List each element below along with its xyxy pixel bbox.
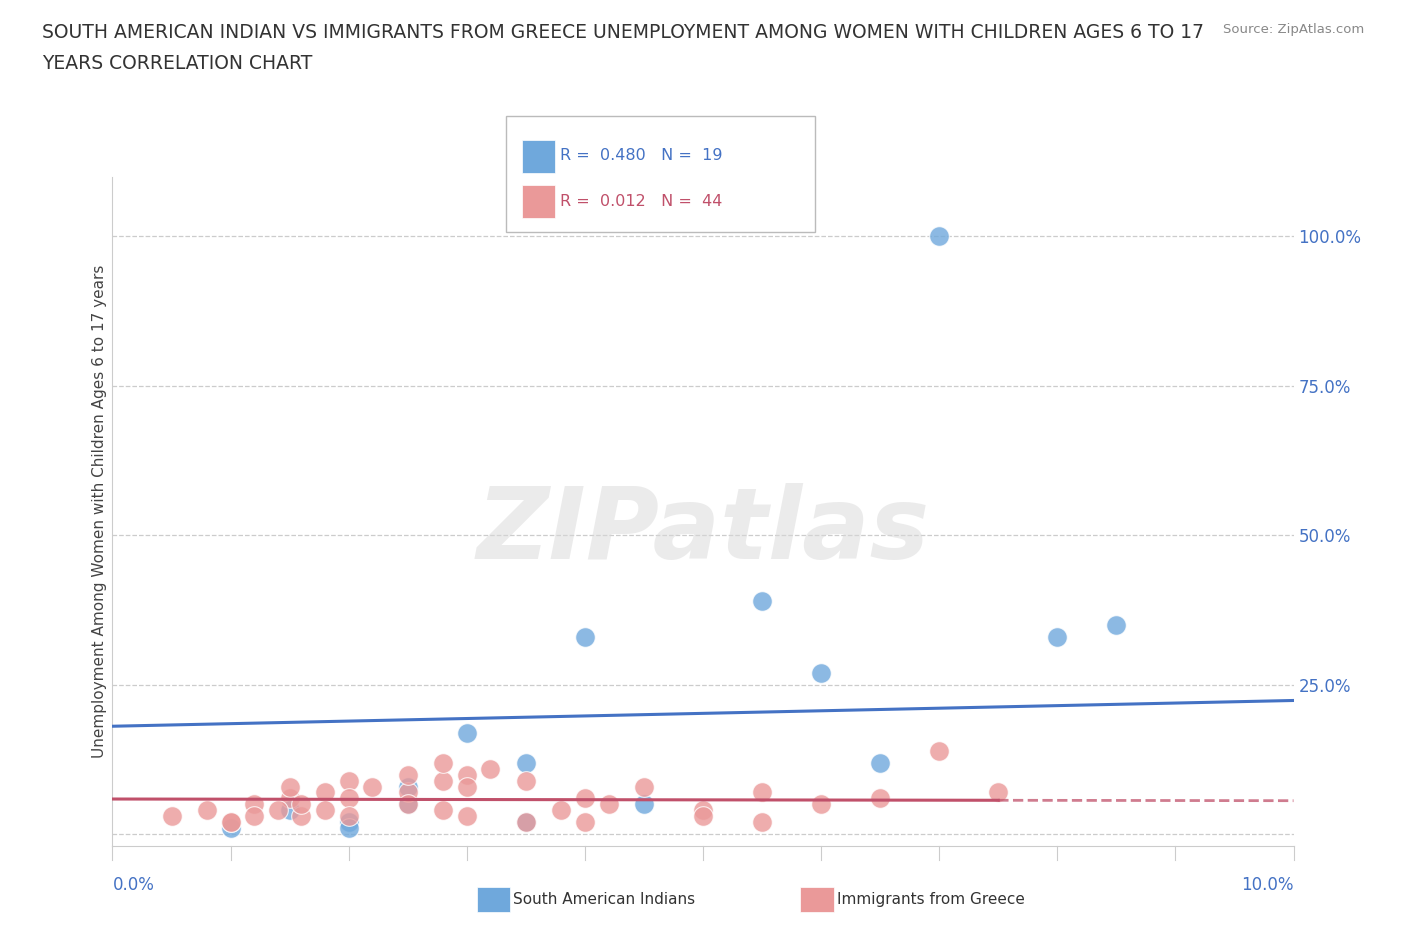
Text: 10.0%: 10.0% <box>1241 876 1294 895</box>
Point <box>574 815 596 830</box>
Point <box>290 797 312 812</box>
Point <box>361 779 384 794</box>
Point <box>337 815 360 830</box>
Point <box>195 803 218 817</box>
Point <box>337 773 360 788</box>
Point <box>479 761 502 776</box>
Point <box>396 785 419 800</box>
Point <box>928 743 950 758</box>
Point <box>456 725 478 740</box>
Point <box>432 803 454 817</box>
Point <box>337 809 360 824</box>
Point <box>550 803 572 817</box>
Point <box>396 767 419 782</box>
Point <box>515 815 537 830</box>
Point <box>751 785 773 800</box>
Point <box>633 779 655 794</box>
Text: SOUTH AMERICAN INDIAN VS IMMIGRANTS FROM GREECE UNEMPLOYMENT AMONG WOMEN WITH CH: SOUTH AMERICAN INDIAN VS IMMIGRANTS FROM… <box>42 23 1204 42</box>
Point <box>751 815 773 830</box>
Text: R =  0.480   N =  19: R = 0.480 N = 19 <box>560 148 723 163</box>
Text: YEARS CORRELATION CHART: YEARS CORRELATION CHART <box>42 54 312 73</box>
Point <box>219 815 242 830</box>
Point <box>928 229 950 244</box>
Text: Immigrants from Greece: Immigrants from Greece <box>837 892 1025 907</box>
Text: ZIPatlas: ZIPatlas <box>477 483 929 580</box>
Point <box>267 803 290 817</box>
Point <box>692 803 714 817</box>
Point <box>337 821 360 836</box>
Point <box>278 803 301 817</box>
Point <box>869 791 891 806</box>
Point <box>633 797 655 812</box>
Point <box>278 791 301 806</box>
Point <box>219 821 242 836</box>
Point <box>160 809 183 824</box>
Point <box>314 803 336 817</box>
Point <box>243 809 266 824</box>
Point <box>278 779 301 794</box>
Point <box>1046 630 1069 644</box>
Point <box>432 755 454 770</box>
Text: 0.0%: 0.0% <box>112 876 155 895</box>
Text: South American Indians: South American Indians <box>513 892 696 907</box>
Point <box>219 815 242 830</box>
Text: Source: ZipAtlas.com: Source: ZipAtlas.com <box>1223 23 1364 36</box>
Point <box>432 773 454 788</box>
Point <box>810 797 832 812</box>
Text: R =  0.012   N =  44: R = 0.012 N = 44 <box>560 194 721 209</box>
Point <box>456 809 478 824</box>
Point <box>515 815 537 830</box>
Point <box>574 630 596 644</box>
Point <box>456 779 478 794</box>
Point <box>810 666 832 681</box>
Point <box>692 809 714 824</box>
Point <box>396 779 419 794</box>
Point <box>751 593 773 608</box>
Point <box>396 797 419 812</box>
Point <box>598 797 620 812</box>
Point <box>987 785 1010 800</box>
Y-axis label: Unemployment Among Women with Children Ages 6 to 17 years: Unemployment Among Women with Children A… <box>91 265 107 758</box>
Point <box>1105 618 1128 632</box>
Point <box>574 791 596 806</box>
Point <box>869 755 891 770</box>
Point <box>515 773 537 788</box>
Point <box>396 797 419 812</box>
Point <box>337 791 360 806</box>
Point <box>456 767 478 782</box>
Point <box>243 797 266 812</box>
Point <box>515 755 537 770</box>
Point <box>290 809 312 824</box>
Point <box>314 785 336 800</box>
